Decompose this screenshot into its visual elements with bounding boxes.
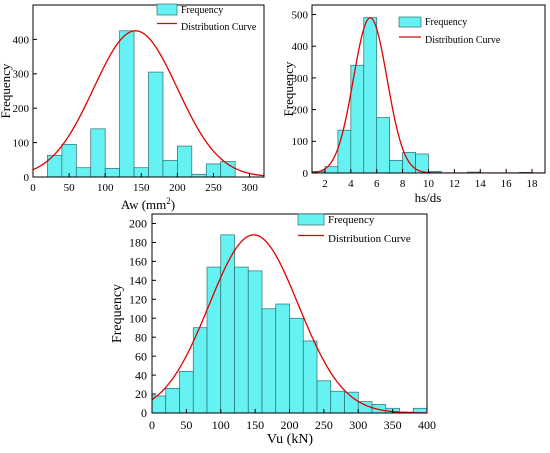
x-tick-label: 50	[64, 182, 76, 194]
x-tick-label: 6	[374, 178, 380, 190]
histogram-hs-ds: 2 4 6 8 10 12 14 16 18 0 100 200 300 400 500 hs/ds Frequ…	[281, 4, 546, 205]
y-tick-label: 0	[303, 168, 309, 180]
bar	[376, 117, 391, 174]
x-tick-label: 200	[169, 182, 186, 194]
y-tick-label: 400	[13, 34, 30, 46]
x-tick-label: 12	[449, 178, 460, 190]
y-tick-label: 300	[13, 69, 30, 81]
bar	[206, 266, 222, 414]
x-tick-label: 4	[348, 178, 354, 190]
bar	[344, 391, 359, 414]
bar	[289, 317, 304, 414]
legend-label-frequency: Frequency	[425, 17, 467, 28]
bar	[316, 380, 332, 414]
y-tick-label: 180	[129, 236, 147, 250]
bar	[247, 270, 263, 414]
legend-label-frequency: Frequency	[181, 5, 223, 16]
distribution-curve	[152, 234, 427, 413]
x-tick-label: 300	[241, 182, 258, 194]
y-tick-label: 80	[135, 330, 147, 344]
x-tick-label: 250	[205, 182, 222, 194]
y-tick-label: 200	[129, 217, 147, 231]
legend-label-distribution: Distribution Curve	[181, 22, 257, 33]
bar	[389, 159, 403, 174]
y-tick-label: 20	[135, 387, 147, 401]
y-tick-label: 40	[135, 368, 147, 382]
x-tick-label: 250	[315, 418, 333, 432]
x-tick-label: 100	[212, 418, 230, 432]
y-axis-label: Frequency	[110, 284, 125, 343]
bar	[162, 160, 178, 178]
distribution-curve	[33, 30, 264, 177]
x-tick-label: 2	[322, 178, 328, 190]
bar	[61, 143, 77, 178]
x-tick-label: 400	[418, 418, 436, 432]
y-tick-label: 100	[292, 136, 309, 148]
y-tick-label: 160	[129, 255, 147, 269]
y-tick-label: 60	[135, 349, 147, 363]
x-tick-label: 350	[384, 418, 402, 432]
x-tick-label: 18	[527, 178, 539, 190]
y-tick-label: 200	[13, 103, 30, 115]
legend-bar-swatch	[398, 16, 422, 28]
bar	[104, 168, 120, 178]
x-tick-label: 0	[30, 182, 36, 194]
y-axis-label: Frequency	[281, 61, 296, 116]
x-tick-label: 200	[281, 418, 299, 432]
histogram-vu: 0 50 100 150 200 250 300 350 400 0 20 40 60 80 100 120 1…	[110, 213, 436, 447]
legend-label-frequency: Frequency	[328, 214, 375, 226]
legend-bar-swatch	[156, 3, 178, 16]
x-tick-label: 16	[501, 178, 513, 190]
bar	[148, 71, 164, 178]
bar	[234, 266, 249, 414]
bar	[90, 128, 106, 178]
bar	[119, 30, 135, 178]
y-tick-label: 140	[129, 274, 147, 288]
y-axis-label: Frequency	[0, 63, 13, 118]
histogram-aw: 0 50 100 150 200 250 300 0 100 200 300 400 Aw (mm2) F…	[0, 3, 265, 212]
x-tick-label: 8	[400, 178, 406, 190]
bar	[363, 17, 378, 174]
legend-label-distribution: Distribution Curve	[328, 233, 411, 245]
legend-bar-swatch	[297, 213, 325, 226]
bar	[179, 370, 194, 414]
x-tick-label: 10	[423, 178, 435, 190]
y-tick-label: 100	[129, 311, 147, 325]
x-tick-label: 300	[349, 418, 367, 432]
x-tick-label: 14	[475, 178, 487, 190]
y-tick-label: 100	[13, 137, 30, 149]
y-tick-label: 0	[141, 406, 147, 420]
y-tick-label: 300	[292, 73, 309, 85]
y-tick-label: 500	[292, 9, 309, 21]
x-tick-label: 150	[246, 418, 264, 432]
plot-frame	[32, 4, 265, 178]
y-tick-label: 120	[129, 292, 147, 306]
x-tick-label: 50	[180, 418, 192, 432]
bar	[261, 308, 277, 414]
x-tick-label: 150	[133, 182, 150, 194]
bar	[165, 388, 180, 414]
bar	[275, 303, 290, 414]
x-tick-label: 0	[149, 418, 155, 432]
x-tick-label: 100	[97, 182, 114, 194]
bar	[75, 167, 92, 178]
x-axis-label: Vu (kN)	[267, 432, 314, 447]
legend-label-distribution: Distribution Curve	[425, 35, 501, 46]
bar	[302, 340, 318, 414]
bar	[177, 145, 193, 178]
y-tick-label: 200	[292, 104, 309, 116]
bar	[192, 327, 208, 414]
y-tick-label: 0	[24, 172, 30, 184]
x-axis-label: hs/ds	[415, 190, 442, 205]
bar	[330, 390, 345, 414]
bar	[337, 129, 352, 174]
y-tick-label: 400	[292, 41, 309, 53]
x-axis-label: Aw (mm2)	[121, 196, 175, 212]
